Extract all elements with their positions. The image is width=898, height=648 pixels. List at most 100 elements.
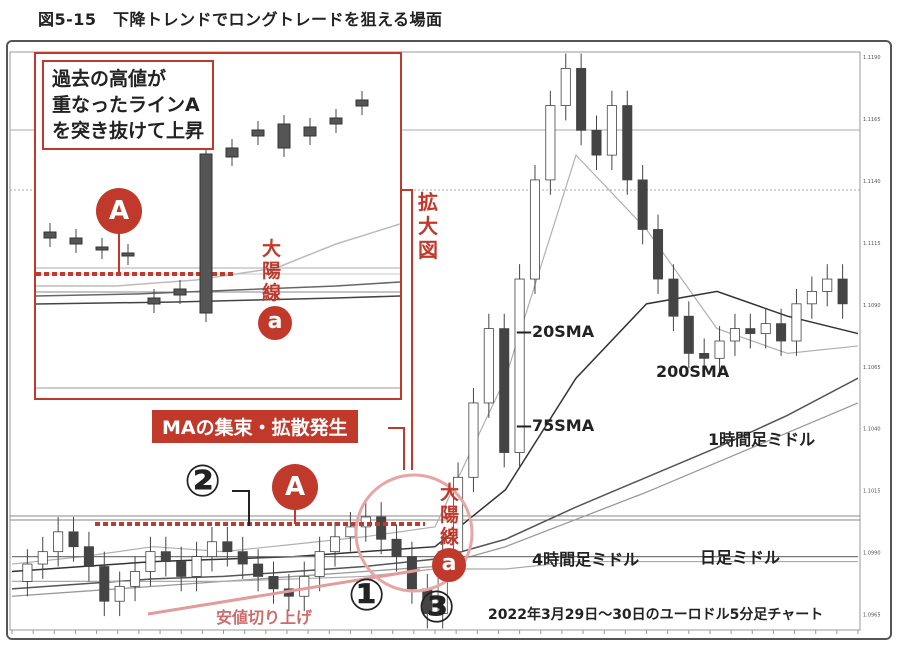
candle-body <box>53 531 64 553</box>
candle-body <box>822 278 833 292</box>
rising-lows-label: 安値切り上げ <box>216 608 313 627</box>
zoom-connector <box>400 189 413 470</box>
candle-body <box>668 278 679 317</box>
marker-small-a-main: a <box>432 548 466 582</box>
candle-body <box>499 328 510 453</box>
candle-body <box>776 323 787 342</box>
marker-1: ① <box>348 570 386 621</box>
candle-body <box>606 105 617 156</box>
candle-body <box>545 105 556 181</box>
candle-body <box>330 536 341 553</box>
y-tick-label: 1.1040 <box>863 427 881 433</box>
candle-body <box>391 538 402 558</box>
ma-line-20SMA <box>11 153 859 565</box>
candle-body <box>68 531 79 548</box>
inset-candle-body <box>329 117 343 125</box>
y-tick-label: 1.1090 <box>863 303 881 309</box>
inset-candle-body <box>95 246 109 251</box>
candle-body <box>376 516 387 540</box>
candle-body <box>345 526 356 538</box>
ma-convergence-tag: MAの集束・拡散発生 <box>152 410 358 443</box>
candle-body <box>591 129 602 156</box>
candle-body <box>837 278 848 305</box>
candle-body <box>299 576 310 597</box>
y-tick-label: 1.1015 <box>863 489 881 495</box>
sma20-label: —20SMA <box>516 322 595 341</box>
candle-body <box>160 551 171 562</box>
callout-line-3: を突き抜けて上昇 <box>52 120 205 142</box>
callout-line-2: 重なったラインA <box>52 94 200 116</box>
inset-candle-body <box>173 288 187 296</box>
big-candle-label-main: 大陽線 <box>440 482 460 548</box>
marker-a-inset: A <box>96 188 142 234</box>
candle-body <box>130 571 141 587</box>
marker-small-a-inset: a <box>258 306 292 340</box>
candle-body <box>468 402 479 478</box>
candle-body <box>22 563 33 582</box>
y-tick-label: 1.1065 <box>863 365 881 371</box>
candle-body <box>653 229 664 280</box>
candle-body <box>191 556 202 577</box>
big-candle-label-inset: 大陽線 <box>262 238 282 304</box>
inset-candle-body <box>355 99 369 107</box>
inset-candle-body <box>225 147 239 158</box>
mid-daily-label: 日足ミドル <box>700 548 781 567</box>
callout-line-1: 過去の高値が <box>52 68 167 90</box>
candle-body <box>83 546 94 567</box>
inset-candle-body <box>69 237 83 245</box>
y-tick-label: 1.0990 <box>863 551 881 557</box>
inset-candle-body <box>303 126 317 137</box>
highlight-circle <box>354 473 474 593</box>
candle-body <box>529 179 540 280</box>
marker-3: ③ <box>418 582 456 633</box>
sma200-label: 200SMA <box>656 362 730 381</box>
sma75-label: —75SMA <box>516 416 595 435</box>
inset-candle-body <box>121 252 135 257</box>
candle-body <box>268 576 279 590</box>
candle-body <box>514 278 525 453</box>
inset-candle-body <box>251 129 265 137</box>
y-tick-label: 1.1140 <box>863 179 881 185</box>
candle-body <box>791 303 802 342</box>
zoom-label: 拡大図 <box>418 190 438 262</box>
candle-body <box>806 291 817 305</box>
y-tick-label: 1.1165 <box>863 117 881 123</box>
marker-a-inset-stem <box>118 234 120 272</box>
marker-a-main: A <box>272 464 318 510</box>
mid-4h-label: 4時間足ミドル <box>532 550 640 569</box>
inset-candle-body <box>199 153 213 314</box>
candle-body <box>222 541 233 553</box>
candle-body <box>99 566 110 602</box>
candle-body <box>560 67 571 106</box>
inset-candle-body <box>43 231 57 239</box>
candle-body <box>714 340 725 359</box>
candle-body <box>206 541 217 558</box>
ma-connector <box>388 427 405 470</box>
candle-body <box>176 561 187 577</box>
chart-caption: 2022年3月29日～30日のユーロドル5分足チャート <box>486 604 826 624</box>
figure-title: 図5-15 下降トレンドでロングトレードを狙える場面 <box>38 10 443 29</box>
marker-2-stem <box>232 490 250 492</box>
candle-body <box>745 328 756 334</box>
candle-body <box>683 315 694 354</box>
sma75-text: 75SMA <box>532 416 595 435</box>
inset-candles <box>43 91 369 322</box>
candle-body <box>576 67 587 131</box>
candle-body <box>729 328 740 342</box>
candle-body <box>699 352 710 359</box>
zoom-inset <box>34 52 402 400</box>
inset-candle-body <box>277 123 291 149</box>
candle-body <box>637 179 648 230</box>
candle-body <box>114 585 125 602</box>
x-axis-ticks <box>11 630 859 634</box>
y-tick-label: 1.1190 <box>863 55 881 61</box>
candle-body <box>360 516 371 528</box>
y-tick-label: 1.1115 <box>863 241 881 247</box>
marker-a-main-stem <box>294 510 296 524</box>
candle-body <box>237 551 248 565</box>
candle-body <box>622 105 633 181</box>
candlestick-series <box>22 53 848 629</box>
candle-body <box>483 328 494 404</box>
candle-body <box>253 563 264 577</box>
